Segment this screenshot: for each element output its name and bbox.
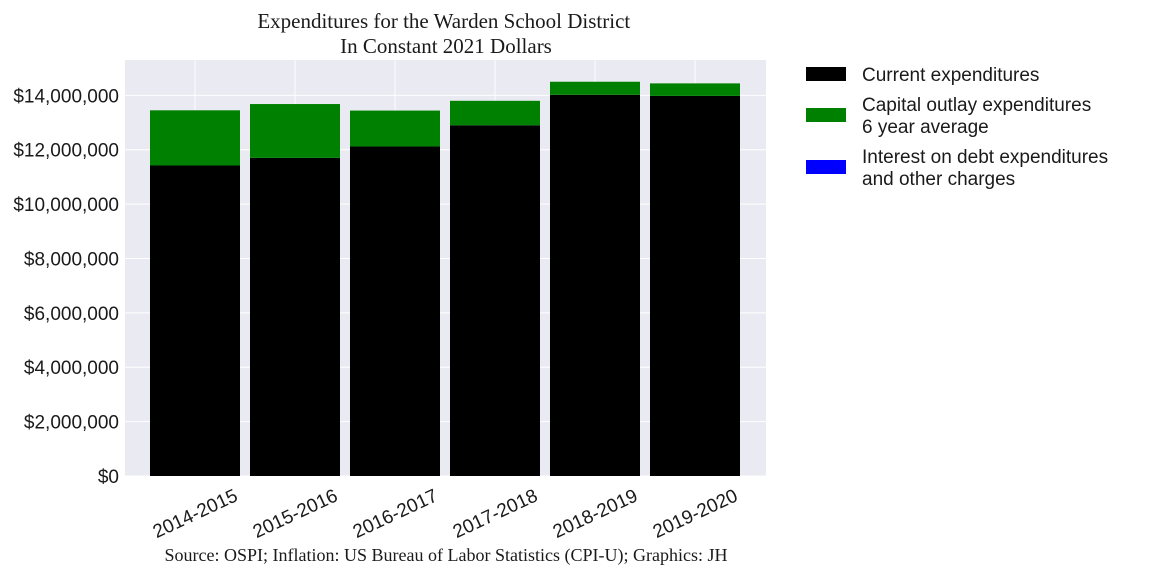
- y-tick-label: $10,000,000: [13, 195, 119, 216]
- x-tick-label: 2014-2015: [150, 485, 241, 542]
- legend-label: Interest on debt expenditures and other c…: [862, 147, 1108, 190]
- source-note: Source: OSPI; Inflation: US Bureau of La…: [165, 545, 728, 566]
- legend-swatch: [806, 108, 846, 122]
- bar-segment-capital: [650, 83, 740, 96]
- y-tick-label: $0: [98, 467, 119, 488]
- bars: [150, 81, 740, 476]
- y-tick-label: $14,000,000: [13, 86, 119, 107]
- y-tick-label: $6,000,000: [24, 304, 119, 325]
- legend-swatch: [806, 67, 846, 81]
- bar-segment-capital: [450, 100, 540, 126]
- bar-segment-capital: [550, 81, 640, 95]
- bar-segment-current: [650, 95, 740, 476]
- bar-segment-capital: [150, 110, 240, 166]
- x-axis-ticks: 2014-2015 2015-2016 2016-2017 2017-2018 2018…: [150, 485, 741, 542]
- legend: Current expenditures Capital outlay expen…: [806, 65, 1108, 190]
- x-tick-label: 2016-2017: [350, 485, 441, 542]
- legend-label-line: Capital outlay expenditures: [862, 95, 1091, 116]
- bar-segment-current: [150, 165, 240, 476]
- bar-segment-capital: [350, 110, 440, 147]
- title-line-2: In Constant 2021 Dollars: [340, 34, 552, 58]
- title-line-1: Expenditures for the Warden School Distr…: [257, 9, 630, 33]
- bar-segment-capital: [250, 104, 340, 158]
- y-axis-ticks: $0 $2,000,000 $4,000,000 $6,000,000 $8,000,0…: [13, 86, 119, 488]
- chart-title: Expenditures for the Warden School Distr…: [257, 9, 634, 58]
- x-tick-label: 2015-2016: [250, 485, 341, 542]
- x-tick-label: 2017-2018: [450, 485, 541, 542]
- bar-segment-current: [550, 94, 640, 476]
- x-tick-label: 2018-2019: [550, 485, 641, 542]
- legend-label-line: Interest on debt expenditures: [862, 147, 1108, 168]
- y-tick-label: $2,000,000: [24, 413, 119, 434]
- legend-label: Current expenditures: [862, 65, 1039, 86]
- legend-label-line: 6 year average: [862, 117, 989, 138]
- bar-segment-current: [450, 125, 540, 476]
- legend-swatch: [806, 160, 846, 174]
- x-tick-label: 2019-2020: [650, 485, 741, 542]
- y-tick-label: $4,000,000: [24, 358, 119, 379]
- legend-label-line: and other charges: [862, 169, 1015, 190]
- y-tick-label: $8,000,000: [24, 249, 119, 270]
- legend-label-line: Current expenditures: [862, 65, 1039, 86]
- bar-segment-current: [350, 146, 440, 476]
- y-tick-label: $12,000,000: [13, 141, 119, 162]
- bar-segment-current: [250, 157, 340, 476]
- legend-label: Capital outlay expenditures 6 year averag…: [862, 95, 1091, 138]
